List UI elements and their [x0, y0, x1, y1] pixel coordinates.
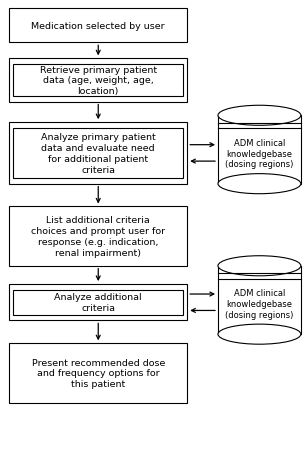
Bar	[218, 116, 301, 184]
Text: ADM clinical
knowledgebase
(dosing regions): ADM clinical knowledgebase (dosing regio…	[225, 289, 293, 319]
Text: List additional criteria
choices and prompt user for
response (e.g. indication,
: List additional criteria choices and pro…	[31, 216, 165, 257]
Ellipse shape	[218, 174, 301, 194]
Text: ADM clinical
knowledgebase
(dosing regions): ADM clinical knowledgebase (dosing regio…	[225, 139, 293, 169]
FancyBboxPatch shape	[9, 59, 187, 102]
FancyBboxPatch shape	[13, 290, 183, 315]
Ellipse shape	[218, 324, 301, 344]
FancyBboxPatch shape	[9, 344, 187, 403]
FancyBboxPatch shape	[9, 123, 187, 184]
Ellipse shape	[218, 256, 301, 276]
FancyBboxPatch shape	[13, 129, 183, 178]
Text: Retrieve primary patient
data (age, weight, age,
location): Retrieve primary patient data (age, weig…	[40, 66, 157, 96]
Text: Present recommended dose
and frequency options for
this patient: Present recommended dose and frequency o…	[32, 358, 165, 388]
Text: Analyze additional
criteria: Analyze additional criteria	[54, 293, 142, 313]
Text: Analyze primary patient
data and evaluate need
for additional patient
criteria: Analyze primary patient data and evaluat…	[41, 133, 156, 174]
Bar	[218, 266, 301, 334]
FancyBboxPatch shape	[13, 65, 183, 96]
FancyBboxPatch shape	[9, 284, 187, 321]
Text: Medication selected by user: Medication selected by user	[31, 22, 165, 30]
FancyBboxPatch shape	[9, 9, 187, 43]
Ellipse shape	[218, 106, 301, 126]
FancyBboxPatch shape	[9, 207, 187, 266]
